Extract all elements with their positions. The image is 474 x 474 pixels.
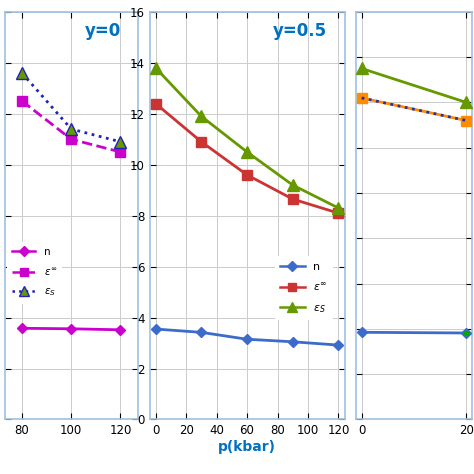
Text: y=0.5: y=0.5 <box>273 22 327 40</box>
Legend: n, $\varepsilon^{\infty}$, $\varepsilon_S$: n, $\varepsilon^{\infty}$, $\varepsilon_… <box>274 256 333 320</box>
X-axis label: p(kbar): p(kbar) <box>218 440 276 454</box>
Legend: n, $\varepsilon^{\infty}$, $\varepsilon_S$: n, $\varepsilon^{\infty}$, $\varepsilon_… <box>7 242 62 304</box>
Text: y=0: y=0 <box>84 22 121 40</box>
